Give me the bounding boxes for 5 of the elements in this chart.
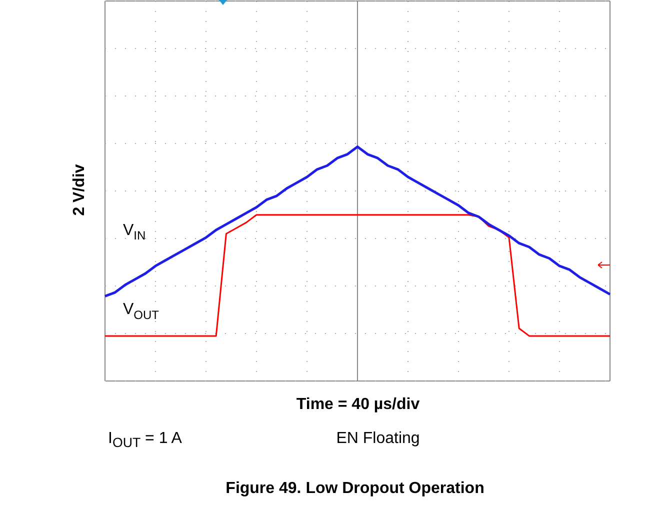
x-axis-title: Time = 40 µs/div	[296, 396, 420, 414]
text: Figure 49. Low Dropout Operation	[226, 480, 484, 498]
text: I$_{OUT}$ = 1 A	[108, 430, 182, 450]
y-axis-title: 2 V/div	[71, 164, 89, 216]
text: EN Floating	[336, 430, 420, 448]
